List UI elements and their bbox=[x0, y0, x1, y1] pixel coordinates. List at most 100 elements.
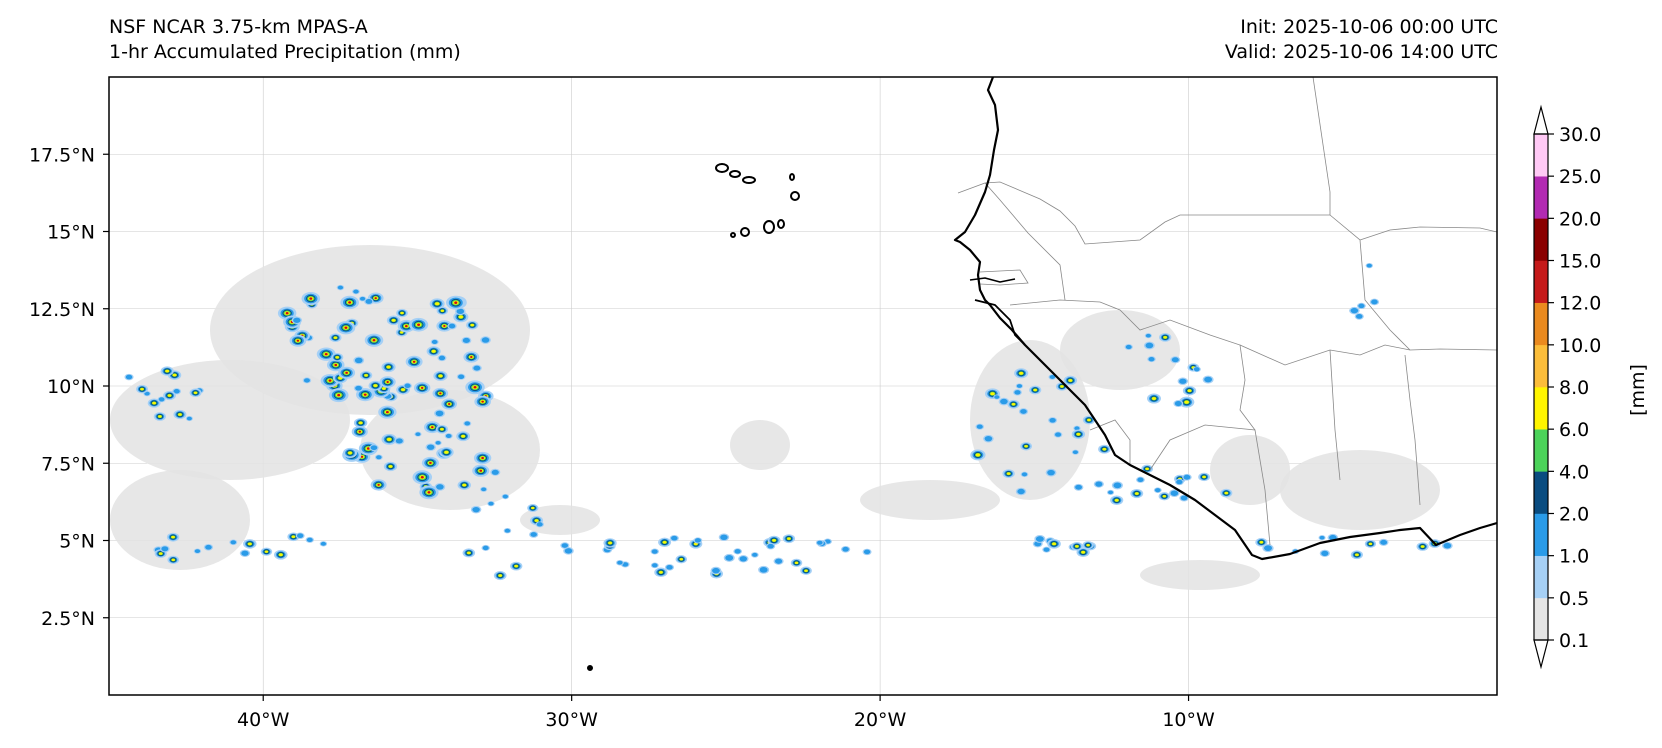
precip-cell-core bbox=[431, 339, 438, 345]
precip-cell-core bbox=[1113, 482, 1122, 489]
precip-cell-peak bbox=[377, 483, 380, 486]
precip-cell-intense bbox=[152, 401, 156, 405]
colorbar-tick-label: 2.0 bbox=[1559, 504, 1589, 526]
border-mauritania-mali bbox=[984, 77, 1331, 245]
precip-cell-intense bbox=[386, 365, 391, 369]
precip-cell-core bbox=[241, 550, 249, 556]
colorbar-band bbox=[1534, 387, 1548, 430]
precip-cell-intense bbox=[1024, 445, 1028, 448]
precip-cell-intense bbox=[178, 413, 182, 416]
colorbar-tick-label: 10.0 bbox=[1559, 335, 1601, 357]
precip-cell-core bbox=[1371, 299, 1378, 305]
precip-cell-peak bbox=[345, 371, 348, 374]
precip-cell-core bbox=[712, 567, 720, 574]
precip-cell-intense bbox=[1224, 491, 1229, 495]
precip-cell-core bbox=[445, 433, 452, 439]
colorbar-tick-label: 30.0 bbox=[1559, 124, 1601, 146]
precip-cell-intense bbox=[1019, 371, 1024, 375]
map-panel[interactable]: 40°W 30°W 20°W 10°W 2.5°N 5°N 7.5°N 10°N 12.5°N 1… bbox=[29, 76, 1498, 731]
precip-cell-core bbox=[1014, 390, 1021, 395]
precip-cell-core bbox=[415, 432, 421, 436]
colorbar-tick-label: 0.5 bbox=[1559, 588, 1589, 610]
precip-cell-core bbox=[1154, 488, 1161, 493]
precip-cell-peak bbox=[334, 363, 338, 367]
precip-cell-core bbox=[1204, 376, 1213, 383]
lat-tick-label: 7.5°N bbox=[41, 453, 95, 475]
precip-cell-core bbox=[354, 357, 363, 364]
precip-cell-core bbox=[456, 308, 465, 315]
lat-tick-label: 10°N bbox=[47, 376, 95, 398]
precip-cell-intense bbox=[458, 315, 464, 319]
precip-cell-peak bbox=[429, 461, 432, 465]
precip-cell-core bbox=[482, 545, 489, 551]
precip-cell-core bbox=[767, 543, 774, 549]
precip-cell-intense bbox=[440, 309, 444, 312]
precip-cell-intense bbox=[382, 387, 386, 390]
colorbar-under-arrow bbox=[1533, 639, 1549, 670]
precip-cell-core bbox=[734, 549, 741, 554]
precip-cell-core bbox=[1035, 536, 1044, 542]
precip-cell-intense bbox=[1087, 418, 1091, 422]
precip-cell-intense bbox=[165, 369, 170, 373]
precip-cell-core bbox=[1049, 417, 1056, 423]
precip-cell-core bbox=[1319, 535, 1325, 540]
precip-cell-intense bbox=[171, 535, 175, 539]
precip-cell-peak bbox=[328, 379, 332, 382]
precip-cell-intense bbox=[662, 540, 667, 544]
precip-cell-core bbox=[488, 501, 494, 506]
precip-cell-intense bbox=[348, 451, 353, 455]
precip-cell-peak bbox=[470, 355, 473, 359]
precip-cell-intense bbox=[291, 535, 296, 538]
precip-cell-peak bbox=[417, 323, 421, 326]
precip-cell-core bbox=[1358, 303, 1365, 309]
precip-cell-core bbox=[438, 355, 446, 361]
precip-cell-peak bbox=[412, 360, 416, 363]
precip-cell-core bbox=[530, 532, 537, 537]
border-niger bbox=[1359, 226, 1497, 241]
valid-time: Valid: 2025-10-06 14:00 UTC bbox=[1224, 41, 1498, 63]
precip-cell-intense bbox=[1033, 388, 1037, 392]
precip-trace-area bbox=[520, 505, 600, 535]
precip-cell-core bbox=[994, 395, 1000, 399]
precip-cell-intense bbox=[1006, 472, 1011, 475]
precip-cell-intense bbox=[388, 465, 393, 468]
precip-cell-core bbox=[125, 374, 133, 380]
precip-cell-core bbox=[230, 540, 237, 545]
colorbar-band bbox=[1534, 176, 1548, 219]
precip-cell-core bbox=[774, 558, 783, 564]
precip-cell-intense bbox=[333, 336, 338, 339]
coastline-mainland bbox=[953, 77, 1497, 561]
precip-cell-intense bbox=[1145, 467, 1149, 471]
precip-cell-core bbox=[1095, 481, 1103, 487]
lat-tick-label: 5°N bbox=[59, 531, 95, 553]
precip-cell-core bbox=[144, 391, 150, 396]
init-time: Init: 2025-10-06 00:00 UTC bbox=[1240, 16, 1498, 38]
precip-cell-core bbox=[404, 383, 411, 389]
precip-cell-core bbox=[491, 469, 499, 475]
precip-cell-core bbox=[666, 564, 673, 570]
precip-trace-area bbox=[1280, 450, 1440, 530]
border-burkina-ghana bbox=[1329, 349, 1341, 481]
precip-cell-intense bbox=[1052, 542, 1056, 546]
precip-cell-intense bbox=[1184, 400, 1189, 404]
colorbar-ticks: 0.1 0.5 1.0 2.0 4.0 6.0 8.0 10.0 12.0 15.0 20.0 25.… bbox=[1548, 124, 1601, 652]
precip-cell-core bbox=[1108, 490, 1114, 495]
precip-cell-core bbox=[1174, 401, 1182, 407]
precip-cell-intense bbox=[1368, 542, 1373, 545]
colorbar-tick-label: 15.0 bbox=[1559, 251, 1601, 273]
precip-cell-core bbox=[205, 544, 212, 550]
precip-cell-core bbox=[1176, 479, 1183, 485]
colorbar-band bbox=[1534, 260, 1548, 303]
precip-cell-core bbox=[1321, 550, 1329, 556]
precip-cell-peak bbox=[443, 324, 446, 328]
precip-cell-intense bbox=[470, 323, 475, 327]
precip-cell-core bbox=[976, 424, 983, 429]
precip-cell-intense bbox=[498, 574, 503, 577]
time-block: Init: 2025-10-06 00:00 UTC Valid: 2025-1… bbox=[1225, 15, 1498, 65]
precip-cell-intense bbox=[172, 373, 177, 377]
precip-cell-core bbox=[473, 365, 481, 371]
precip-cell-core bbox=[1074, 426, 1080, 431]
precip-cell-core bbox=[1021, 472, 1028, 477]
precip-cell-intense bbox=[1355, 553, 1359, 556]
